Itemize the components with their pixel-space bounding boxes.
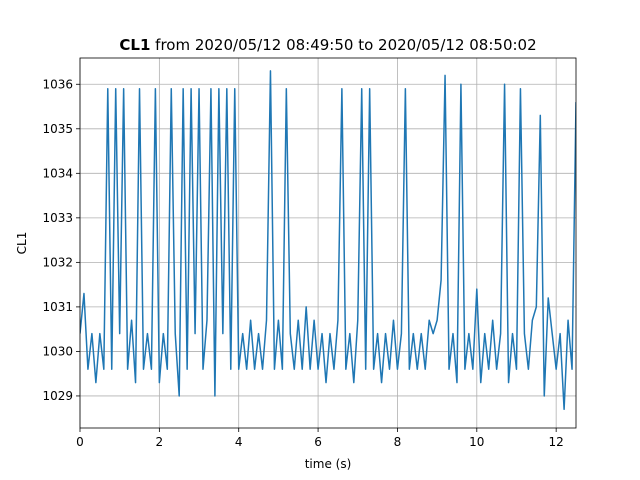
data-line bbox=[80, 70, 576, 411]
chart-title: CL1 from 2020/05/12 08:49:50 to 2020/05/… bbox=[119, 36, 536, 54]
y-tick-label: 1030 bbox=[42, 344, 73, 358]
plot-frame bbox=[79, 57, 577, 429]
x-axis-label: time (s) bbox=[305, 457, 352, 471]
x-tick-label: 2 bbox=[156, 435, 164, 449]
x-tick-label: 0 bbox=[76, 435, 84, 449]
y-tick-label: 1031 bbox=[42, 300, 73, 314]
y-tick-label: 1032 bbox=[42, 255, 73, 269]
y-tick-label: 1035 bbox=[42, 122, 73, 136]
x-tick-label: 12 bbox=[549, 435, 564, 449]
x-tick-label: 4 bbox=[235, 435, 243, 449]
x-tick-label: 8 bbox=[394, 435, 402, 449]
x-tick-label: 10 bbox=[469, 435, 484, 449]
title-text: from 2020/05/12 08:49:50 to 2020/05/12 0… bbox=[155, 36, 536, 54]
y-axis-label: CL1 bbox=[15, 232, 29, 255]
title-bold: CL1 bbox=[119, 36, 150, 54]
y-tick-label: 1029 bbox=[42, 389, 73, 403]
x-tick-label: 6 bbox=[314, 435, 322, 449]
y-tick-label: 1034 bbox=[42, 166, 73, 180]
y-tick-label: 1036 bbox=[42, 77, 73, 91]
y-tick-label: 1033 bbox=[42, 211, 73, 225]
